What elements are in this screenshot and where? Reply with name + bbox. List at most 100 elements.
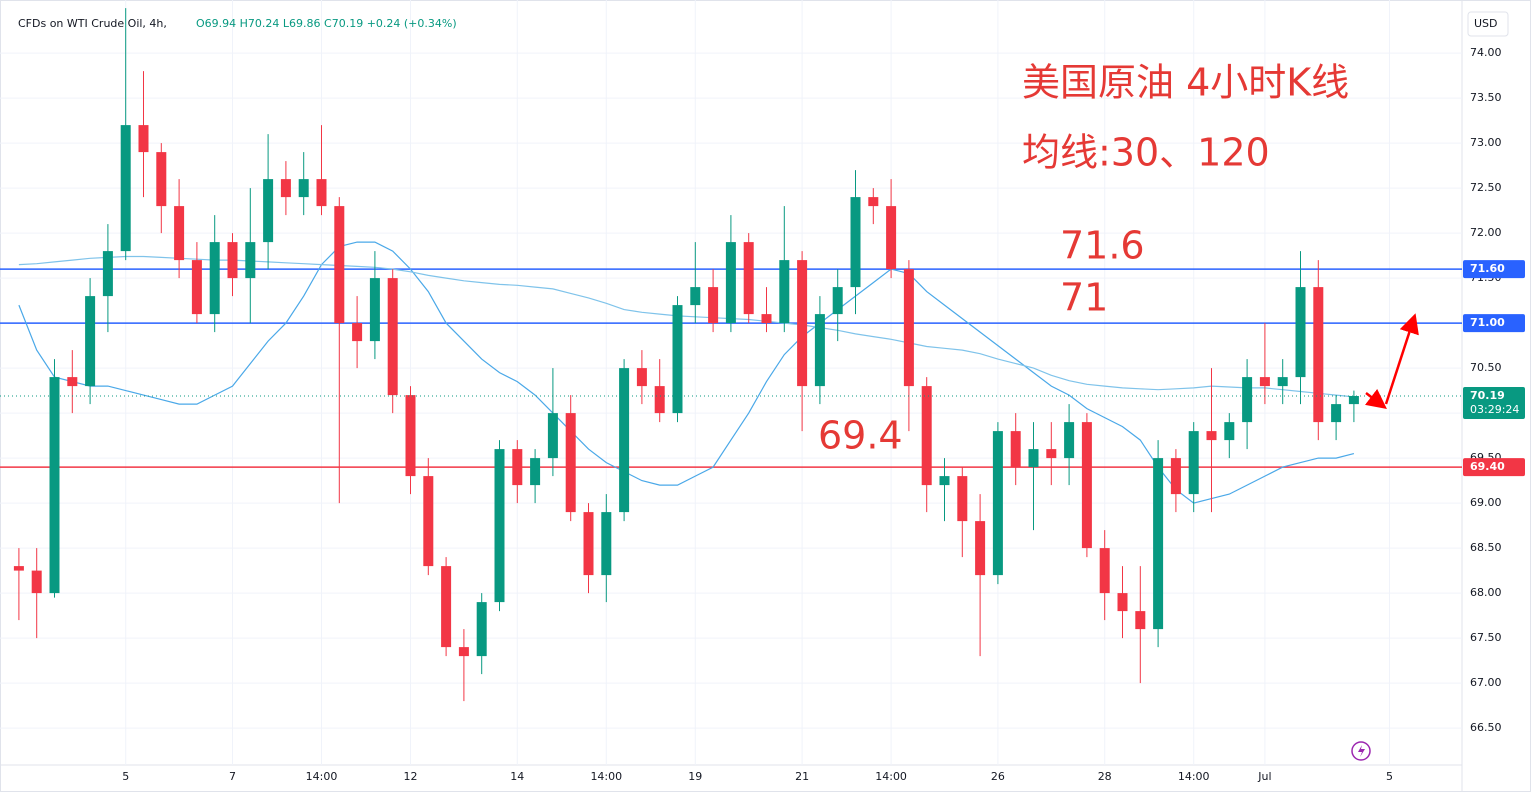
x-tick-label: 21	[795, 770, 809, 783]
level-tag-label: 71.60	[1470, 262, 1505, 275]
y-tick-label: 68.50	[1470, 541, 1502, 554]
candle-body	[903, 269, 914, 387]
candle-body	[405, 395, 416, 477]
x-tick-label: 26	[991, 770, 1005, 783]
candle-body	[476, 602, 487, 657]
level-tag-label: 71.00	[1470, 316, 1505, 329]
last-price-label: 70.19	[1470, 389, 1505, 402]
candle-body	[619, 368, 630, 513]
annotation: 71	[1060, 276, 1108, 320]
candle-body	[1313, 287, 1324, 423]
candle-body	[1081, 422, 1092, 549]
candle-body	[1028, 449, 1039, 468]
y-tick-label: 72.00	[1470, 226, 1502, 239]
y-tick-label: 68.00	[1470, 586, 1502, 599]
candle-body	[530, 458, 541, 486]
candle-body	[174, 206, 185, 261]
candle-body	[832, 287, 843, 315]
level-tag	[1463, 260, 1525, 279]
candle-body	[334, 206, 345, 324]
lightning-icon[interactable]	[1351, 741, 1371, 761]
candle-body	[352, 323, 363, 342]
candle-body	[1153, 458, 1164, 630]
x-tick-label: Jul	[1257, 770, 1271, 783]
candle-body	[1259, 377, 1270, 387]
annotation: 均线:30、120	[1022, 131, 1270, 175]
candle-body	[708, 287, 719, 324]
candle-body	[1277, 377, 1288, 387]
candle-body	[939, 476, 950, 486]
candle-body	[975, 521, 986, 576]
candle-body	[227, 242, 238, 279]
candle-body	[921, 386, 932, 486]
candle-body	[654, 386, 665, 414]
candle-body	[1206, 431, 1217, 441]
candle-body	[1099, 548, 1110, 594]
y-tick-label: 66.50	[1470, 721, 1502, 734]
candle-body	[797, 260, 808, 387]
y-tick-label: 67.00	[1470, 676, 1502, 689]
candle-body	[280, 179, 291, 198]
candle-body	[423, 476, 434, 567]
candle-body	[1135, 611, 1146, 630]
candle-body	[387, 278, 398, 396]
annotation: 71.6	[1060, 224, 1145, 268]
candle-body	[672, 305, 683, 414]
candle-body	[761, 314, 772, 324]
currency-box[interactable]	[1467, 11, 1509, 37]
x-tick-label: 14:00	[875, 770, 907, 783]
x-tick-label: 14	[510, 770, 524, 783]
annotation: 美国原油 4小时K线	[1022, 61, 1349, 105]
candle-body	[1348, 396, 1359, 405]
x-tick-label: 28	[1098, 770, 1112, 783]
candle-body	[992, 431, 1003, 576]
candle-body	[1046, 449, 1057, 459]
candle-body	[1295, 287, 1306, 378]
y-tick-label: 69.00	[1470, 496, 1502, 509]
countdown: 03:29:24	[1470, 403, 1519, 416]
candle-body	[120, 125, 131, 252]
candle-body	[1117, 593, 1128, 612]
candle-body	[156, 152, 167, 207]
moving-average	[18, 255, 1354, 398]
y-tick-label: 70.50	[1470, 361, 1502, 374]
y-tick-label: 67.50	[1470, 631, 1502, 644]
arrow	[1384, 313, 1419, 405]
level-tag	[1463, 314, 1525, 333]
candle-body	[138, 125, 149, 153]
candle-body	[369, 278, 380, 342]
candle-body	[1064, 422, 1075, 459]
candle-body	[67, 377, 78, 387]
level-tag-label: 69.40	[1470, 460, 1505, 473]
candle-body	[441, 566, 452, 648]
candle-body	[1010, 431, 1021, 468]
x-tick-label: 5	[1386, 770, 1393, 783]
candle-body	[636, 368, 647, 387]
candle-body	[245, 242, 256, 279]
candle-body	[850, 197, 861, 288]
candle-body	[814, 314, 825, 387]
candle-body	[565, 413, 576, 513]
candle-body	[494, 449, 505, 603]
y-tick-label: 74.00	[1470, 46, 1502, 59]
candle-body	[1170, 458, 1181, 495]
annotation: 69.4	[818, 414, 903, 458]
candle-body	[31, 570, 42, 594]
candle-body	[1224, 422, 1235, 441]
lightning-glyph	[1358, 745, 1365, 757]
candle-body	[743, 242, 754, 315]
candle-body	[102, 251, 113, 297]
candle-body	[263, 179, 274, 243]
x-tick-label: 14:00	[306, 770, 338, 783]
candle-body	[49, 377, 60, 594]
x-tick-label: 7	[229, 770, 236, 783]
y-tick-label: 73.50	[1470, 91, 1502, 104]
x-tick-label: 14:00	[1178, 770, 1210, 783]
candle-body	[1242, 377, 1253, 423]
moving-average	[18, 241, 1355, 504]
candle-body	[298, 179, 309, 198]
candle-body	[547, 413, 558, 459]
x-tick-label: 5	[122, 770, 129, 783]
